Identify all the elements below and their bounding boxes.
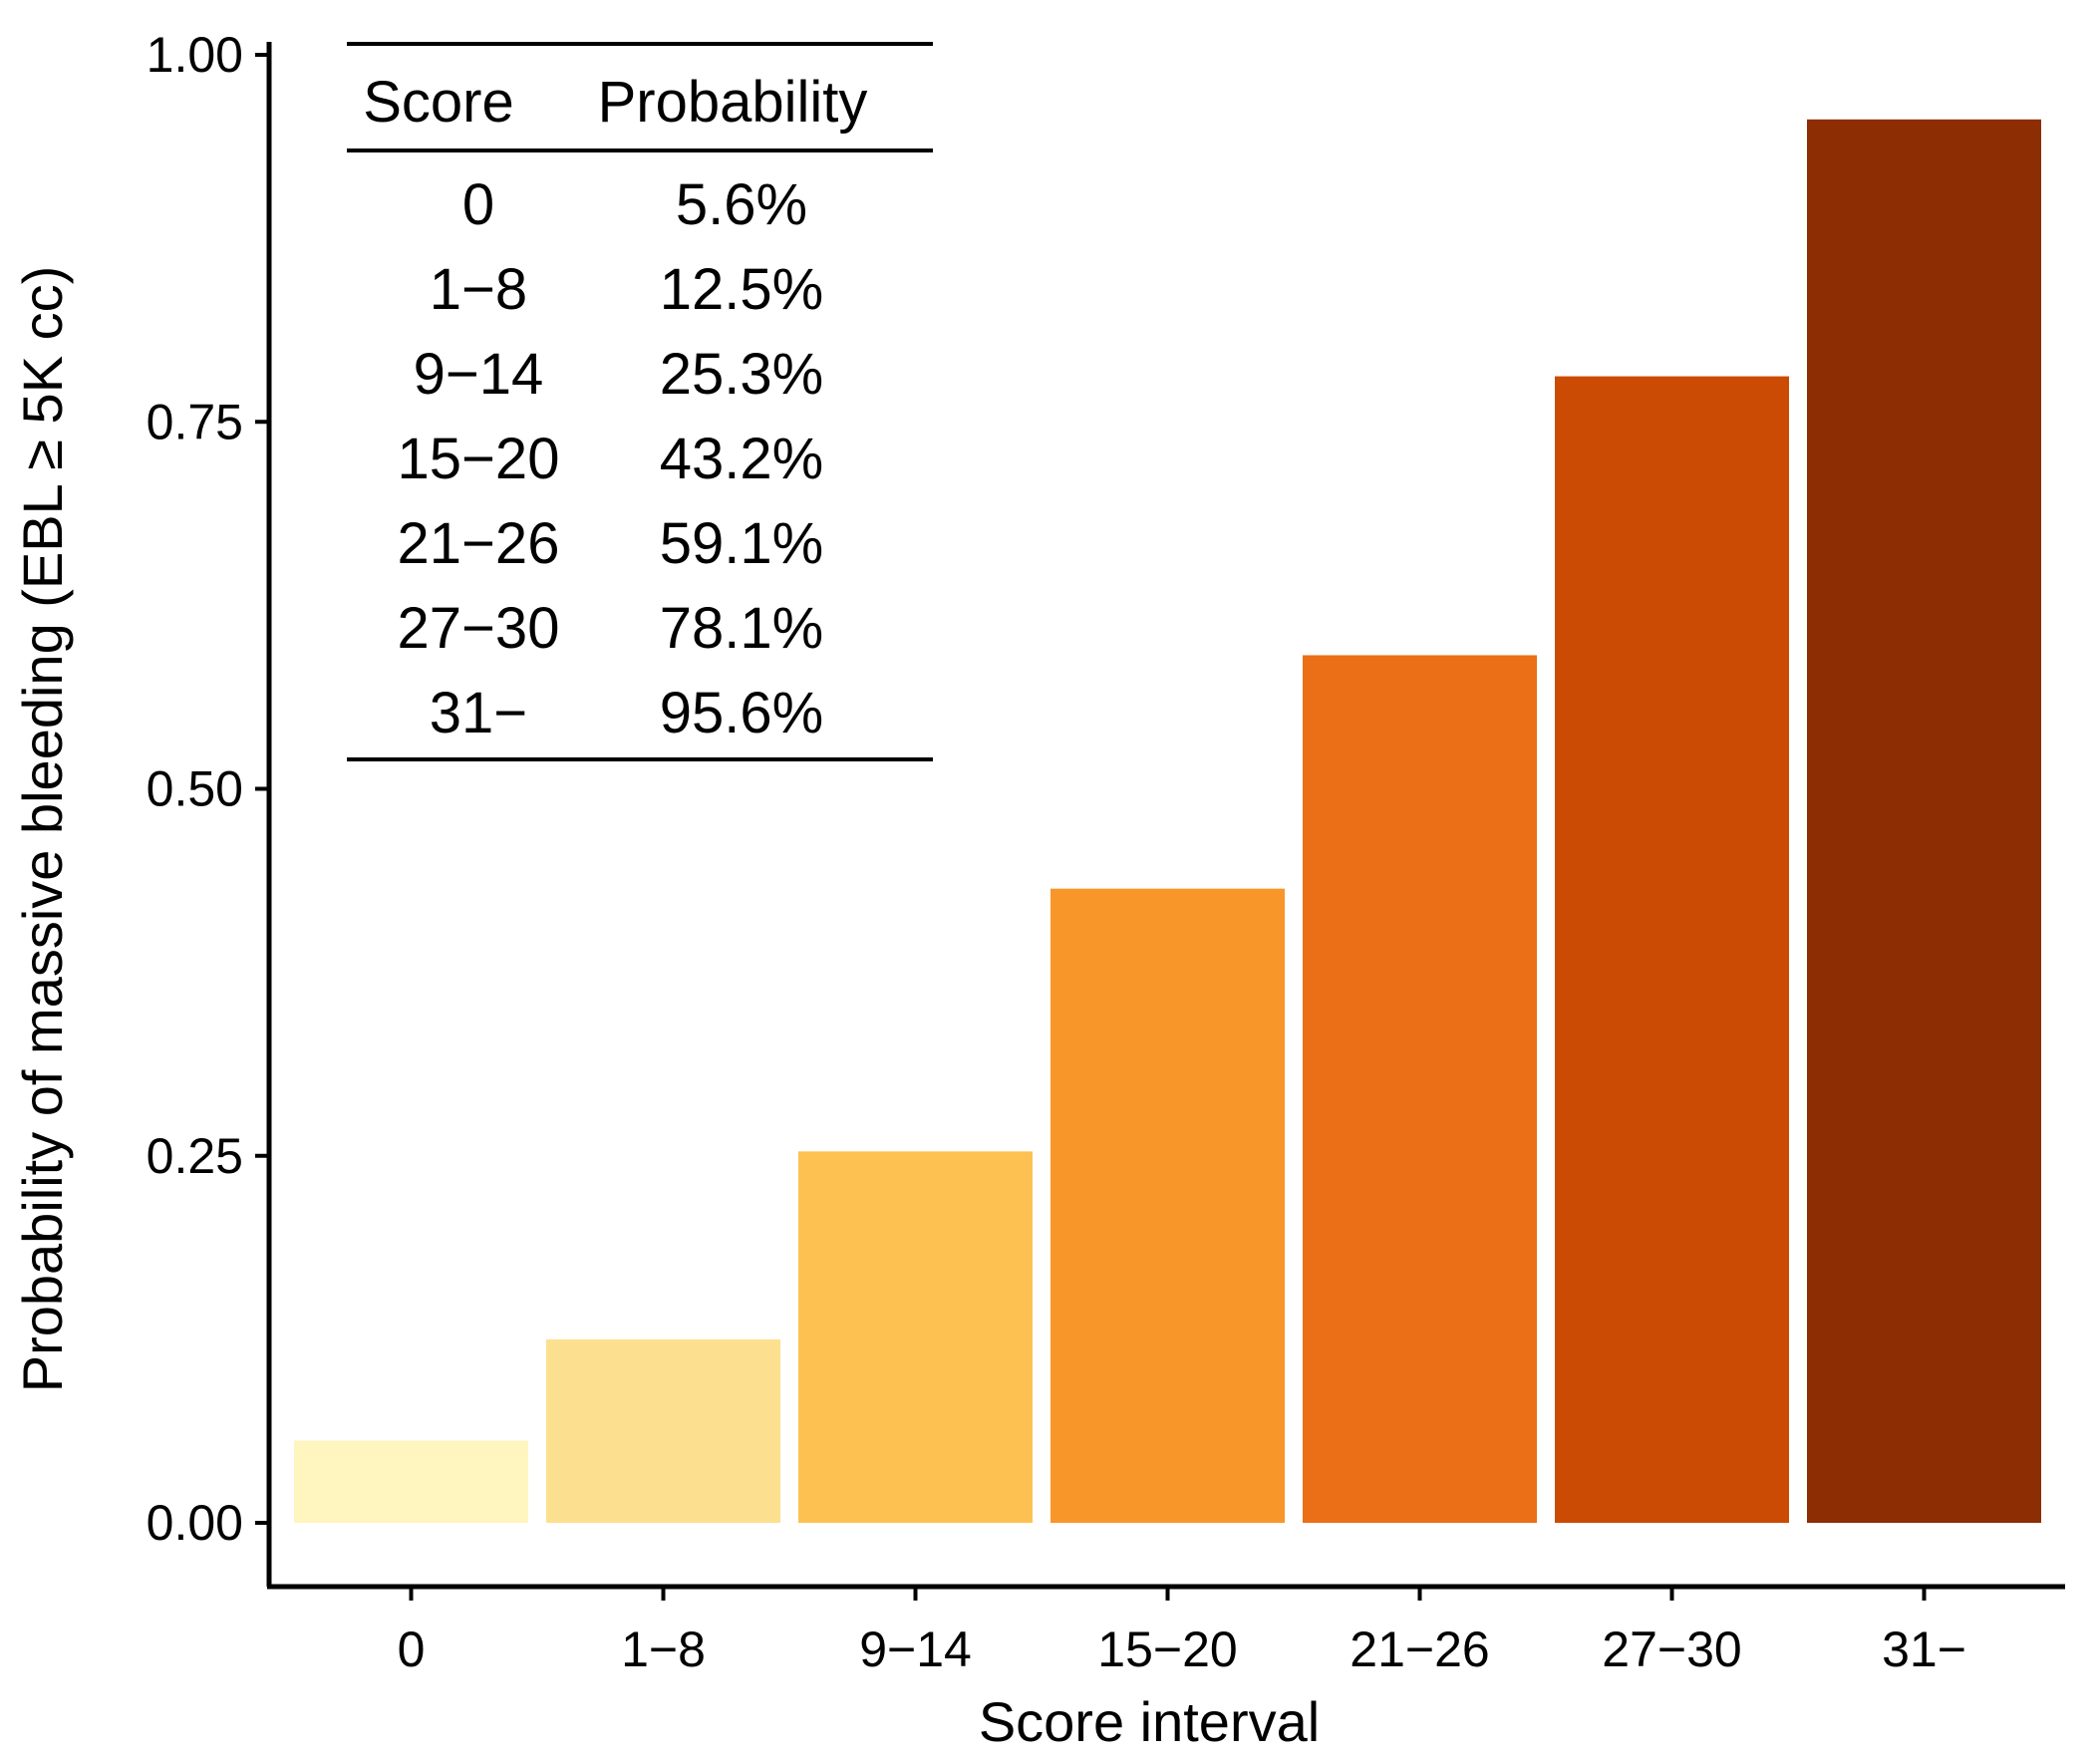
table-cell-score-0: 0 bbox=[462, 172, 494, 237]
x-tick-label-5: 27−30 bbox=[1602, 1621, 1741, 1677]
table-cell-score-4: 21−26 bbox=[398, 511, 560, 576]
bar-1 bbox=[546, 1338, 780, 1523]
table-cell-probability-1: 12.5% bbox=[660, 257, 823, 322]
table-cell-probability-2: 25.3% bbox=[660, 342, 823, 407]
inset-table: Score Probability 0 5.6% 1−8 12.5% 9−14 25.3%… bbox=[347, 42, 933, 761]
y-tick-label-0: 0.00 bbox=[147, 1495, 243, 1551]
table-header-probability: Probability bbox=[598, 70, 868, 135]
x-tick-label-0: 0 bbox=[398, 1621, 426, 1677]
bar-6 bbox=[1807, 119, 2041, 1523]
y-tick-label-4: 1.00 bbox=[147, 27, 243, 83]
table-cell-probability-4: 59.1% bbox=[660, 511, 823, 576]
table-cell-probability-6: 95.6% bbox=[660, 681, 823, 745]
x-tick-label-4: 21−26 bbox=[1350, 1621, 1489, 1677]
table-rows: 0 5.6% 1−8 12.5% 9−14 25.3% 15−20 43.2% 21−26 59.… bbox=[398, 172, 824, 745]
table-cell-probability-5: 78.1% bbox=[660, 596, 823, 661]
bar-0 bbox=[294, 1440, 528, 1523]
table-cell-score-6: 31− bbox=[430, 681, 527, 745]
bar-2 bbox=[798, 1151, 1033, 1523]
bar-3 bbox=[1050, 888, 1285, 1523]
bars-group bbox=[294, 119, 2041, 1523]
y-tick-label-3: 0.75 bbox=[147, 394, 243, 449]
x-tick-label-1: 1−8 bbox=[621, 1621, 706, 1677]
x-ticks-group: 0 1−8 9−14 15−20 21−26 27−30 31− bbox=[398, 1587, 1966, 1677]
x-tick-label-3: 15−20 bbox=[1097, 1621, 1237, 1677]
x-tick-label-2: 9−14 bbox=[859, 1621, 972, 1677]
x-tick-label-6: 31− bbox=[1882, 1621, 1966, 1677]
table-cell-probability-0: 5.6% bbox=[676, 172, 807, 237]
y-axis-title: Probability of massive bleeding (EBL ≥ 5… bbox=[11, 266, 74, 1393]
y-ticks-group: 0.00 0.25 0.50 0.75 1.00 bbox=[147, 27, 269, 1551]
table-cell-score-2: 9−14 bbox=[414, 342, 544, 407]
table-cell-score-5: 27−30 bbox=[398, 596, 560, 661]
table-header-score: Score bbox=[363, 70, 514, 135]
y-tick-label-1: 0.25 bbox=[147, 1128, 243, 1184]
bar-4 bbox=[1303, 655, 1537, 1523]
y-tick-label-2: 0.50 bbox=[147, 761, 243, 817]
table-cell-score-1: 1−8 bbox=[430, 257, 527, 322]
x-axis-title: Score interval bbox=[979, 1690, 1320, 1753]
table-cell-score-3: 15−20 bbox=[398, 427, 560, 491]
bar-5 bbox=[1555, 376, 1789, 1523]
table-cell-probability-3: 43.2% bbox=[660, 427, 823, 491]
